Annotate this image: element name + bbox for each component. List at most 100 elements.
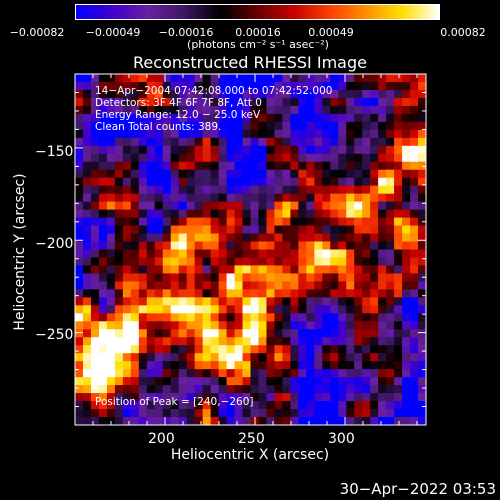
heatmap-cell — [258, 249, 268, 259]
heatmap-cell — [386, 185, 395, 195]
heatmap-cell — [98, 89, 108, 99]
heatmap-cell — [202, 289, 212, 298]
heatmap-cell — [410, 153, 419, 163]
heatmap-cell — [226, 113, 236, 123]
heatmap-cell — [154, 209, 164, 219]
heatmap-cell — [274, 145, 284, 155]
heatmap-cell — [114, 249, 124, 259]
heatmap-cell — [402, 409, 411, 418]
heatmap-cell — [146, 305, 156, 314]
heatmap-cell — [250, 321, 260, 330]
heatmap-cell — [194, 241, 204, 251]
heatmap-cell — [314, 113, 323, 123]
heatmap-cell — [234, 345, 244, 354]
heatmap-cell — [202, 97, 212, 107]
heatmap-cell — [210, 129, 220, 139]
heatmap-cell — [234, 305, 244, 314]
heatmap-cell — [162, 105, 172, 115]
heatmap-cell — [354, 225, 363, 235]
heatmap-cell — [226, 265, 236, 275]
heatmap-cell — [370, 113, 379, 123]
heatmap-cell — [122, 297, 132, 306]
heatmap-cell — [98, 345, 108, 354]
heatmap-cell — [338, 81, 347, 91]
heatmap-cell — [394, 297, 403, 306]
heatmap-cell — [338, 105, 347, 115]
heatmap-cell — [362, 74, 371, 83]
heatmap-cell — [394, 337, 403, 346]
heatmap-cell — [146, 193, 156, 203]
heatmap-cell — [138, 137, 148, 147]
heatmap-cell — [234, 209, 244, 219]
heatmap-cell — [210, 74, 220, 83]
heatmap-cell — [114, 297, 124, 306]
heatmap-cell — [306, 97, 315, 107]
heatmap-cell — [330, 337, 339, 346]
heatmap-cell — [90, 369, 100, 378]
heatmap-cell — [234, 121, 244, 131]
heatmap-cell — [354, 265, 363, 275]
heatmap-cell — [210, 369, 220, 378]
heatmap-cell — [186, 409, 196, 418]
heatmap-cell — [146, 201, 156, 211]
heatmap-cell — [250, 185, 260, 195]
heatmap-cell — [250, 385, 260, 394]
heatmap-cell — [322, 153, 331, 163]
heatmap-cell — [266, 129, 276, 139]
heatmap-cell — [306, 177, 315, 187]
heatmap-cell — [250, 233, 260, 243]
heatmap-cell — [346, 281, 355, 290]
heatmap-cell — [226, 281, 236, 290]
heatmap-cell — [162, 233, 172, 243]
heatmap-cell — [138, 345, 148, 354]
heatmap-cell — [194, 169, 204, 179]
heatmap-cell — [130, 177, 140, 187]
heatmap-cell — [258, 401, 268, 410]
heatmap-cell — [234, 129, 244, 139]
heatmap-cell — [226, 297, 236, 306]
heatmap-cell — [75, 129, 84, 139]
heatmap-cell — [186, 281, 196, 290]
heatmap-cell — [138, 257, 148, 267]
heatmap-cell — [170, 169, 180, 179]
heatmap-cell — [330, 313, 339, 322]
heatmap-cell — [170, 81, 180, 91]
heatmap-cell — [138, 97, 148, 107]
heatmap-cell — [378, 273, 387, 283]
heatmap-cell — [354, 353, 363, 362]
heatmap-cell — [266, 121, 276, 131]
heatmap-cell — [370, 225, 379, 235]
heatmap-cell — [378, 177, 387, 187]
heatmap-cell — [146, 145, 156, 155]
heatmap-cell — [370, 401, 379, 410]
heatmap-cell — [378, 153, 387, 163]
heatmap-cell — [138, 74, 148, 83]
heatmap-cell — [122, 153, 132, 163]
heatmap-cell — [306, 273, 315, 283]
heatmap-cell — [114, 393, 124, 402]
heatmap-cell — [282, 129, 291, 139]
heatmap-cell — [170, 257, 180, 267]
heatmap-cell — [410, 74, 419, 83]
heatmap-cell — [234, 193, 244, 203]
heatmap-cell — [306, 241, 315, 251]
heatmap-cell — [114, 161, 124, 171]
heatmap-cell — [250, 97, 260, 107]
heatmap-cell — [162, 249, 172, 259]
heatmap-cell — [162, 153, 172, 163]
heatmap-cell — [218, 281, 228, 290]
heatmap-cell — [354, 209, 363, 219]
heatmap-cell — [314, 137, 323, 147]
heatmap-cell — [242, 393, 252, 402]
heatmap-cell — [130, 321, 140, 330]
heatmap-cell — [362, 305, 371, 314]
heatmap-cell — [250, 217, 260, 227]
heatmap-cell — [82, 193, 92, 203]
heatmap-cell — [162, 393, 172, 402]
heatmap-cell — [362, 281, 371, 290]
heatmap-cell — [106, 345, 116, 354]
heatmap-cell — [402, 313, 411, 322]
heatmap-cell — [370, 145, 379, 155]
heatmap-cell — [178, 145, 188, 155]
heatmap-cell — [210, 393, 220, 402]
